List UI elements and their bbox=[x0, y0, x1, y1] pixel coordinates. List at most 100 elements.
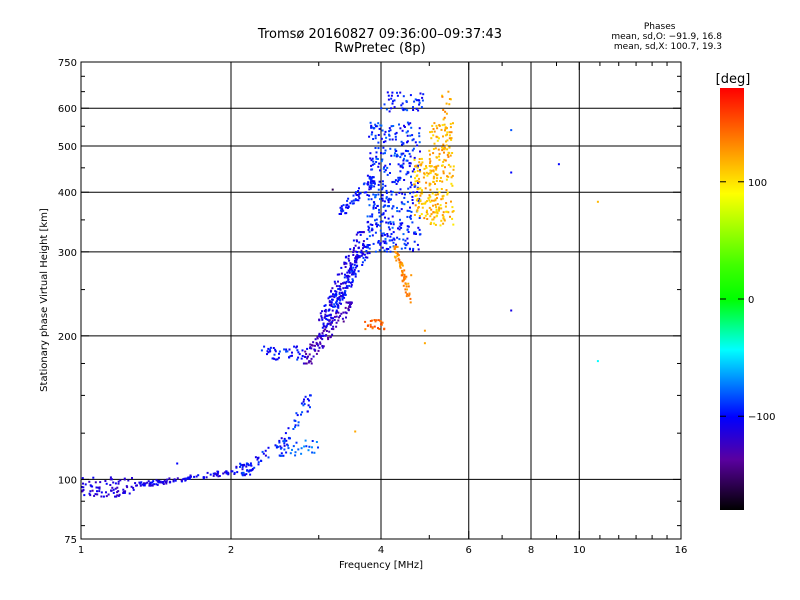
data-point bbox=[407, 285, 410, 288]
data-point bbox=[323, 316, 326, 319]
data-point bbox=[285, 348, 288, 351]
data-point bbox=[396, 153, 399, 156]
data-point bbox=[357, 256, 360, 259]
data-point bbox=[321, 310, 323, 313]
data-point bbox=[377, 183, 380, 186]
data-point bbox=[292, 445, 295, 448]
data-point bbox=[373, 180, 376, 183]
data-point bbox=[409, 206, 411, 209]
data-point bbox=[363, 259, 366, 262]
data-point bbox=[344, 273, 346, 276]
data-point bbox=[296, 349, 299, 352]
data-point bbox=[283, 348, 286, 351]
data-point bbox=[388, 198, 391, 201]
data-point bbox=[119, 479, 122, 482]
data-point bbox=[335, 290, 338, 293]
data-point bbox=[81, 490, 84, 493]
data-point bbox=[447, 175, 450, 178]
data-point bbox=[407, 294, 410, 297]
data-point bbox=[384, 209, 387, 212]
data-point bbox=[431, 192, 434, 195]
data-point bbox=[434, 147, 437, 150]
data-point bbox=[401, 269, 403, 272]
data-point bbox=[409, 217, 412, 220]
data-point bbox=[424, 187, 427, 190]
data-point bbox=[406, 209, 409, 212]
data-point bbox=[412, 109, 415, 111]
colorbar-tick-label: 0 bbox=[748, 295, 754, 306]
data-point bbox=[386, 235, 389, 238]
data-point bbox=[309, 406, 311, 409]
data-point bbox=[418, 158, 421, 160]
data-point bbox=[399, 265, 401, 268]
data-point bbox=[420, 189, 423, 192]
data-point bbox=[332, 293, 334, 296]
data-point bbox=[371, 213, 374, 216]
data-point bbox=[345, 262, 348, 265]
data-point bbox=[383, 233, 386, 236]
data-point bbox=[283, 448, 286, 451]
data-point bbox=[371, 319, 373, 322]
data-point bbox=[399, 127, 402, 130]
data-point bbox=[434, 183, 436, 185]
data-point bbox=[366, 252, 369, 255]
data-point bbox=[310, 344, 313, 347]
data-point bbox=[294, 424, 297, 427]
data-point bbox=[371, 227, 374, 230]
data-point bbox=[322, 334, 325, 337]
data-point bbox=[429, 162, 431, 165]
data-point bbox=[274, 358, 277, 361]
data-point bbox=[124, 490, 127, 493]
data-point bbox=[331, 295, 334, 298]
data-point bbox=[372, 242, 375, 245]
data-point bbox=[269, 346, 272, 349]
data-point bbox=[331, 188, 334, 191]
data-point bbox=[429, 153, 431, 156]
data-point bbox=[325, 315, 328, 317]
data-point bbox=[394, 148, 397, 151]
data-point bbox=[418, 177, 420, 180]
data-point bbox=[319, 341, 322, 344]
data-point bbox=[428, 184, 431, 187]
data-point bbox=[300, 447, 303, 450]
data-point bbox=[373, 181, 376, 184]
data-point bbox=[337, 297, 340, 300]
data-point bbox=[126, 486, 129, 489]
data-point bbox=[374, 219, 376, 222]
x-tick-label: 1 bbox=[78, 545, 84, 556]
data-point bbox=[308, 353, 311, 356]
data-point bbox=[358, 255, 361, 258]
data-point bbox=[285, 350, 288, 353]
data-point bbox=[347, 197, 350, 200]
data-point bbox=[122, 490, 125, 493]
data-point bbox=[510, 129, 513, 132]
data-point bbox=[387, 199, 390, 202]
data-point bbox=[333, 303, 336, 306]
data-point bbox=[395, 131, 398, 134]
data-point bbox=[440, 207, 443, 210]
data-point bbox=[430, 199, 433, 202]
data-point bbox=[82, 486, 85, 489]
data-point bbox=[346, 276, 349, 279]
data-point bbox=[277, 445, 280, 448]
data-point bbox=[384, 240, 387, 243]
data-point bbox=[406, 225, 409, 228]
data-point bbox=[335, 300, 338, 303]
data-point bbox=[305, 362, 308, 365]
data-point bbox=[249, 462, 252, 465]
data-point bbox=[278, 441, 281, 444]
data-point bbox=[425, 171, 428, 174]
data-point bbox=[214, 472, 216, 475]
data-point bbox=[372, 206, 375, 209]
data-point bbox=[116, 494, 119, 497]
data-point bbox=[307, 449, 310, 452]
data-point bbox=[380, 152, 382, 155]
data-point bbox=[320, 337, 323, 340]
data-point bbox=[349, 265, 352, 268]
data-point bbox=[412, 247, 415, 250]
data-point bbox=[354, 244, 357, 247]
data-point bbox=[347, 301, 350, 304]
data-point bbox=[400, 152, 403, 155]
data-point bbox=[222, 472, 225, 475]
data-point bbox=[394, 138, 397, 141]
